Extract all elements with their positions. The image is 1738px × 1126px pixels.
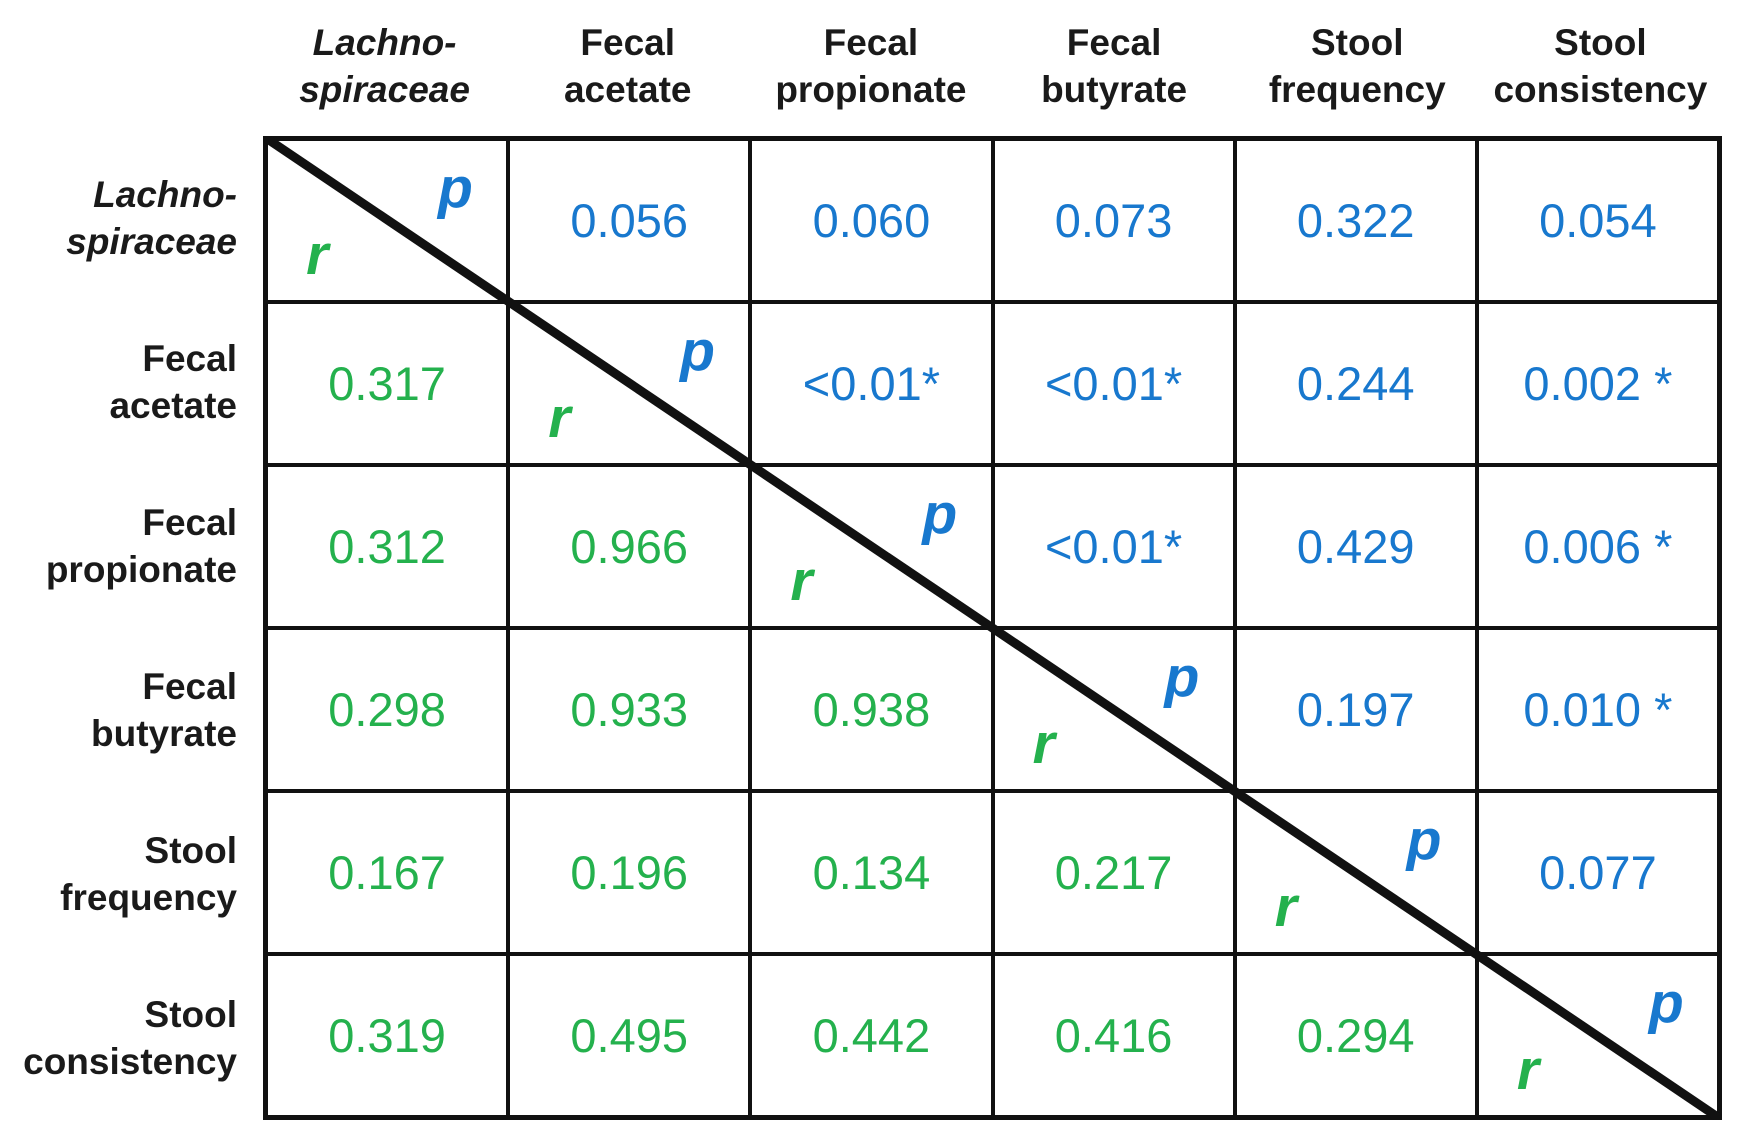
row-header-line: Stool [144, 993, 237, 1035]
diagonal-cell: p r [752, 467, 991, 626]
p-value-cell: 0.244 [1236, 304, 1475, 463]
row-header-line: Fecal [142, 665, 237, 707]
p-value-cell: <0.01* [994, 304, 1233, 463]
p-label: p [922, 482, 958, 547]
matrix-grid: p r 0.056 0.060 0.073 0.322 0.054 0.317 … [263, 136, 1722, 1120]
column-header-line: Fecal [1066, 21, 1162, 63]
row-header-line: consistency [23, 1041, 237, 1082]
p-label: p [1648, 971, 1684, 1036]
r-label: r [306, 223, 329, 288]
column-header-stool-consistency: Stool consistency [1479, 0, 1722, 132]
row-header-fecal-acetate: Fecal acetate [0, 300, 253, 464]
diagonal-cell: p r [1236, 793, 1475, 952]
r-value-cell: 0.966 [510, 467, 749, 626]
p-value-cell: 0.429 [1236, 467, 1475, 626]
p-value-cell: 0.002 * [1478, 304, 1717, 463]
r-value-cell: 0.938 [752, 630, 991, 789]
diagonal-cell: p r [1478, 956, 1717, 1115]
row-header-lachnospiraceae: Lachno- spiraceae [0, 136, 253, 300]
column-header-line: butyrate [1041, 69, 1188, 110]
r-value-cell: 0.317 [268, 304, 507, 463]
row-header-line: Fecal [142, 501, 237, 543]
r-value-cell: 0.196 [510, 793, 749, 952]
r-value-cell: 0.442 [752, 956, 991, 1115]
r-value-cell: 0.312 [268, 467, 507, 626]
p-value-cell: 0.077 [1478, 793, 1717, 952]
column-header-line: acetate [563, 69, 692, 110]
r-label: r [1516, 1038, 1540, 1103]
p-label: p [1406, 808, 1442, 873]
column-header-line: Fecal [823, 21, 919, 63]
p-value-cell: 0.010 * [1478, 630, 1717, 789]
row-header-fecal-propionate: Fecal propionate [0, 464, 253, 628]
r-value-cell: 0.933 [510, 630, 749, 789]
column-header-line: Stool [1554, 21, 1647, 63]
diagonal-cell: p r [994, 630, 1233, 789]
column-header-line: consistency [1493, 69, 1708, 110]
row-header-line: acetate [109, 385, 237, 426]
r-label: r [1032, 712, 1055, 777]
column-header-fecal-acetate: Fecal acetate [506, 0, 749, 132]
p-value-cell: 0.073 [994, 141, 1233, 300]
r-label: r [548, 386, 571, 451]
diagonal-cell: p r [510, 304, 749, 463]
p-value-cell: 0.056 [510, 141, 749, 300]
column-header-line: Lachno- [312, 21, 457, 63]
column-header-stool-frequency: Stool frequency [1236, 0, 1479, 132]
r-label: r [790, 549, 813, 614]
r-value-cell: 0.167 [268, 793, 507, 952]
p-label: p [1164, 645, 1200, 710]
row-header-line: Lachno- [93, 173, 237, 215]
p-value-cell: 0.060 [752, 141, 991, 300]
r-value-cell: 0.416 [994, 956, 1233, 1115]
row-header-line: spiraceae [66, 221, 237, 262]
diagonal-cell: p r [268, 141, 507, 300]
r-value-cell: 0.298 [268, 630, 507, 789]
row-header-fecal-butyrate: Fecal butyrate [0, 628, 253, 792]
column-header-line: Stool [1311, 21, 1404, 63]
column-headers: Lachno- spiraceae Fecal acetate Fecal pr… [263, 0, 1722, 132]
row-header-line: propionate [45, 549, 237, 590]
row-header-stool-frequency: Stool frequency [0, 792, 253, 956]
p-value-cell: <0.01* [994, 467, 1233, 626]
r-value-cell: 0.217 [994, 793, 1233, 952]
column-header-fecal-butyrate: Fecal butyrate [993, 0, 1236, 132]
r-value-cell: 0.319 [268, 956, 507, 1115]
p-value-cell: 0.006 * [1478, 467, 1717, 626]
p-value-cell: 0.054 [1478, 141, 1717, 300]
column-header-lachnospiraceae: Lachno- spiraceae [263, 0, 506, 132]
row-header-line: Stool [144, 829, 237, 871]
row-header-line: butyrate [91, 713, 237, 754]
column-header-line: spiraceae [299, 69, 470, 110]
r-value-cell: 0.495 [510, 956, 749, 1115]
p-value-cell: 0.197 [1236, 630, 1475, 789]
row-header-line: frequency [60, 877, 237, 918]
row-headers: Lachno- spiraceae Fecal acetate Fecal pr… [0, 136, 253, 1120]
r-label: r [1274, 875, 1297, 940]
row-header-line: Fecal [142, 337, 237, 379]
column-header-line: frequency [1268, 69, 1446, 110]
column-header-fecal-propionate: Fecal propionate [749, 0, 992, 132]
p-label: p [680, 319, 715, 384]
p-value-cell: 0.322 [1236, 141, 1475, 300]
p-label: p [438, 156, 473, 221]
r-value-cell: 0.134 [752, 793, 991, 952]
r-value-cell: 0.294 [1236, 956, 1475, 1115]
row-header-stool-consistency: Stool consistency [0, 956, 253, 1120]
p-value-cell: <0.01* [752, 304, 991, 463]
column-header-line: Fecal [580, 21, 676, 63]
column-header-line: propionate [775, 69, 967, 110]
